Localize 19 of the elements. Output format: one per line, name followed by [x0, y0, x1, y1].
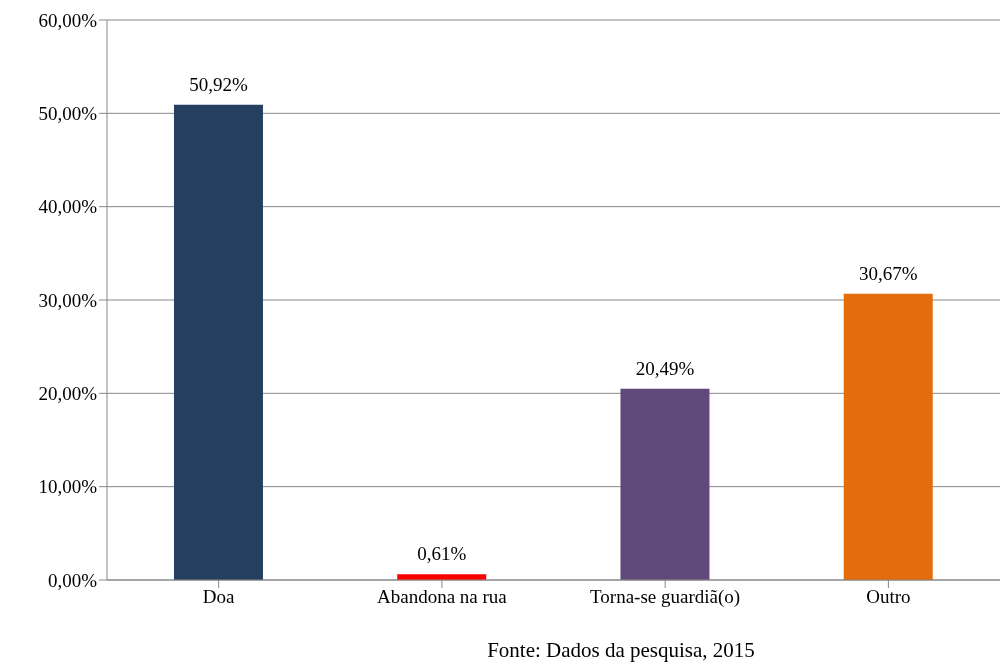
- x-tick-label: Doa: [202, 586, 236, 608]
- y-tick-label: 50,00%: [38, 103, 98, 125]
- x-tick-label: Outro: [866, 586, 911, 608]
- data-label: 20,49%: [635, 357, 695, 379]
- x-tick-label: Torna-se guardiã(o): [590, 586, 741, 609]
- x-tick-label: Abandona na rua: [376, 586, 508, 608]
- y-tick-label: 30,00%: [38, 289, 98, 311]
- bar: [173, 104, 263, 580]
- bar: [620, 388, 710, 580]
- data-label: 0,61%: [417, 543, 467, 565]
- y-tick-label: 60,00%: [38, 9, 98, 31]
- y-tick-label: 0,00%: [47, 569, 98, 591]
- bar: [843, 293, 933, 580]
- data-label: 30,67%: [858, 262, 918, 284]
- y-tick-label: 40,00%: [38, 196, 98, 218]
- y-tick-label: 10,00%: [38, 476, 98, 498]
- source-note: Fonte: Dados da pesquisa, 2015: [486, 638, 756, 663]
- data-label: 50,92%: [189, 73, 248, 95]
- y-tick-label: 20,00%: [38, 383, 98, 405]
